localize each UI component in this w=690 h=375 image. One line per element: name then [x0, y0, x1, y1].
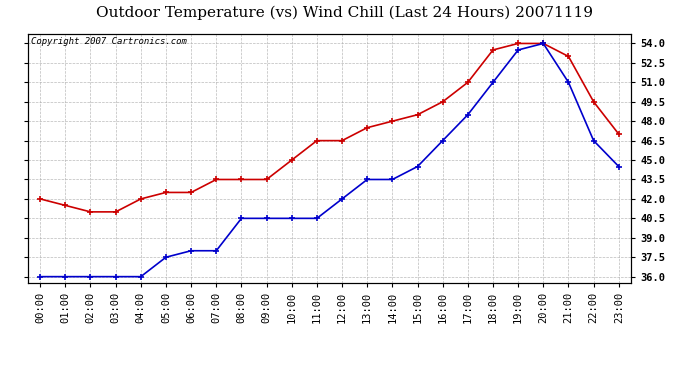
Text: Outdoor Temperature (vs) Wind Chill (Last 24 Hours) 20071119: Outdoor Temperature (vs) Wind Chill (Las… — [97, 6, 593, 20]
Text: Copyright 2007 Cartronics.com: Copyright 2007 Cartronics.com — [30, 38, 186, 46]
